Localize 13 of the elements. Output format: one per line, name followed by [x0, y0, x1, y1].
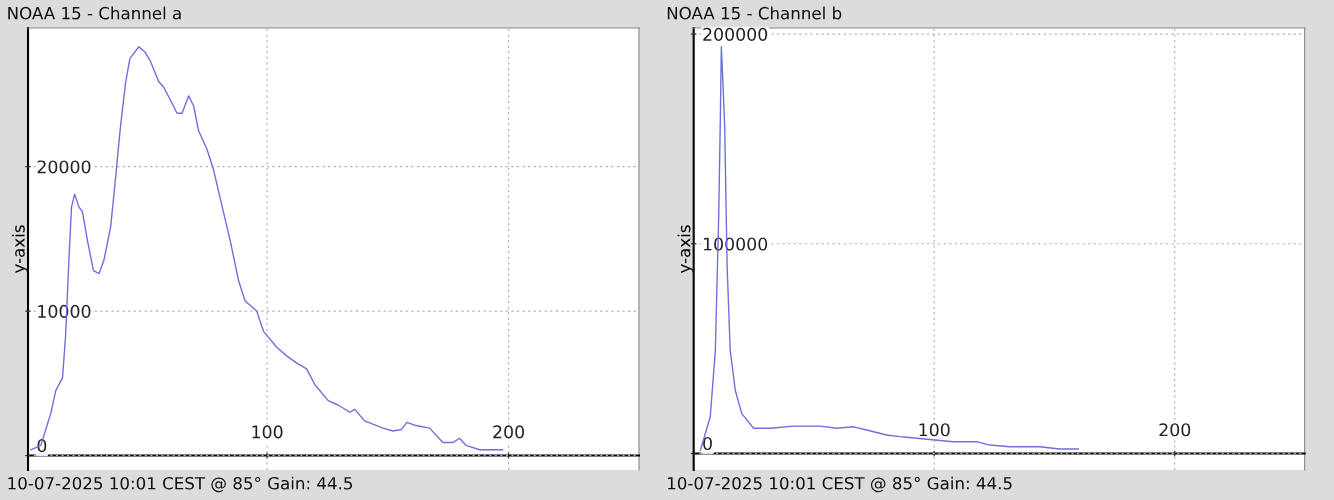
- y-tick-label: 20000: [37, 160, 91, 174]
- y-tick-label: 0: [703, 436, 712, 451]
- chart-title: NOAA 15 - Channel a: [8, 6, 181, 20]
- text: 10-07-2025 10:01 CEST @ 85° Gain: 44.5: [8, 476, 353, 493]
- x-tick-label: 100: [919, 423, 950, 437]
- y-axis-title: y-axis: [11, 225, 29, 273]
- x-tick-label: 200: [493, 425, 524, 439]
- chart-title: NOAA 15 - Channel b: [667, 6, 842, 20]
- x-tick-label: 200: [1159, 423, 1191, 437]
- text: 10-07-2025 10:01 CEST @ 85° Gain: 44.5: [668, 476, 1012, 493]
- y-tick-label: 200000: [703, 27, 768, 41]
- y-axis-title: y-axis: [677, 225, 694, 273]
- x-tick-label: 100: [252, 425, 283, 439]
